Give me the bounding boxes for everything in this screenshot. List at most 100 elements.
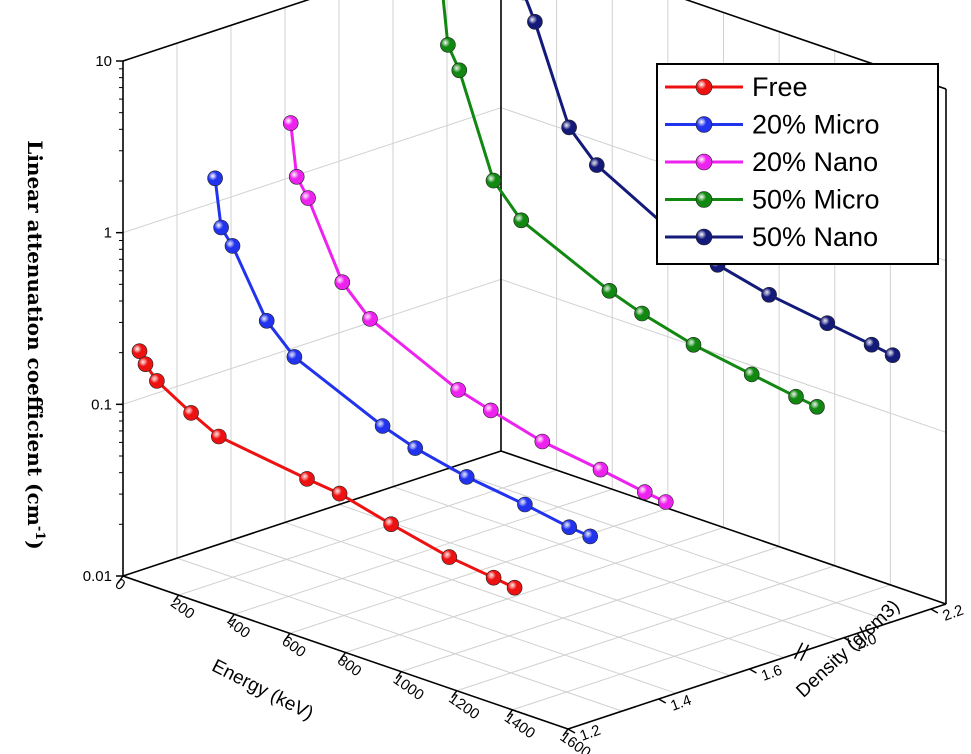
data-point bbox=[761, 286, 777, 303]
legend-label: 50% Nano bbox=[752, 222, 878, 252]
legend-label: Free bbox=[752, 72, 808, 102]
x-tick-mark bbox=[562, 728, 569, 737]
y-axis-title-sup: -1 bbox=[32, 526, 47, 540]
data-point bbox=[588, 157, 605, 173]
data-point bbox=[286, 349, 303, 365]
x-tick-label: 600 bbox=[279, 633, 309, 661]
data-point bbox=[513, 212, 530, 229]
legend-swatch-marker bbox=[695, 191, 713, 208]
data-point bbox=[300, 190, 316, 206]
data-point bbox=[282, 115, 299, 131]
y-axis-title-close: ) bbox=[23, 540, 47, 549]
data-point bbox=[601, 282, 618, 299]
data-point bbox=[634, 305, 650, 322]
data-point bbox=[362, 311, 378, 327]
legend-item: 50% Nano bbox=[665, 222, 878, 252]
data-point bbox=[213, 219, 229, 236]
floor-grid-line bbox=[338, 504, 785, 659]
series-layer bbox=[131, 0, 901, 596]
x-axis-title: Energy (keV) bbox=[208, 656, 316, 725]
density-axis-line bbox=[567, 603, 947, 730]
left-grid-line bbox=[122, 107, 502, 234]
data-point bbox=[482, 402, 499, 419]
floor-grid-line bbox=[234, 488, 613, 615]
back-bottom-edge-line bbox=[500, 450, 947, 605]
data-point bbox=[207, 170, 223, 187]
data-point bbox=[743, 366, 760, 383]
legend-swatch-marker bbox=[695, 228, 713, 246]
series-20-nano bbox=[282, 115, 674, 510]
data-point bbox=[334, 274, 351, 291]
x-tick-label: 800 bbox=[334, 652, 364, 680]
z-tick-mark bbox=[567, 728, 576, 734]
data-point bbox=[224, 238, 241, 254]
z-tick-label: 1.4 bbox=[668, 692, 693, 715]
x-tick-label: 0 bbox=[112, 575, 129, 594]
data-point bbox=[517, 496, 533, 513]
data-point bbox=[211, 428, 227, 445]
data-point bbox=[131, 343, 148, 360]
floor-grid-line bbox=[446, 468, 893, 623]
legend-label: 20% Micro bbox=[752, 110, 880, 140]
data-point bbox=[374, 418, 391, 434]
data-point bbox=[137, 356, 154, 373]
axis-frame bbox=[122, 0, 947, 730]
y-tick-label: 0.01 bbox=[83, 568, 112, 585]
x-tick-label: 1000 bbox=[390, 671, 427, 704]
legend-label: 50% Micro bbox=[752, 185, 880, 215]
data-point bbox=[288, 169, 305, 185]
series-line bbox=[289, 122, 667, 504]
x-tick-mark bbox=[117, 575, 124, 584]
data-point bbox=[788, 388, 804, 405]
z-tick-label: 1.6 bbox=[759, 662, 784, 685]
x-tick-mark bbox=[395, 671, 402, 680]
y-axis-ticks: 0.01 0.1 1 10 bbox=[83, 53, 123, 585]
x-tick-mark bbox=[173, 594, 180, 603]
z-tick-label: 1.2 bbox=[578, 722, 603, 745]
floor-grid-line bbox=[284, 521, 731, 676]
floor-grid-line bbox=[176, 557, 623, 712]
data-point bbox=[440, 37, 456, 53]
x-tick-label: 200 bbox=[167, 594, 197, 622]
z-tick-label: 2.2 bbox=[940, 602, 965, 625]
x-tick-mark bbox=[284, 632, 291, 641]
data-point bbox=[685, 336, 702, 353]
data-point bbox=[331, 485, 348, 502]
floor-grid-line bbox=[230, 539, 677, 694]
data-point bbox=[383, 516, 399, 533]
data-point bbox=[863, 336, 880, 353]
legend-item: 50% Micro bbox=[665, 185, 880, 215]
y-tick-label: 1 bbox=[104, 225, 112, 242]
z-tick-mark bbox=[658, 698, 667, 704]
data-point bbox=[561, 519, 578, 536]
floor-grid-line bbox=[400, 546, 780, 673]
left-grid-line bbox=[122, 278, 502, 405]
z-axis-ticks: 1.2 1.4 1.6 2.0 2.2 bbox=[567, 602, 966, 745]
z-tick-label: 2.0 bbox=[853, 630, 878, 653]
data-point bbox=[407, 440, 424, 456]
legend-swatch-marker bbox=[695, 153, 713, 171]
x-tick-label: 1200 bbox=[445, 690, 482, 723]
data-point bbox=[561, 119, 577, 136]
z-tick-mark bbox=[843, 637, 852, 643]
z-axis-break-mark bbox=[793, 642, 810, 662]
legend-swatch-marker bbox=[695, 116, 713, 133]
data-point bbox=[485, 569, 502, 586]
legend: Free 20% Micro 20% Nano 50% Micro 50% Nano bbox=[656, 63, 939, 265]
legend-label: 20% Nano bbox=[752, 147, 878, 177]
data-point bbox=[441, 549, 458, 565]
left-wall-grid bbox=[122, 0, 502, 577]
y-tick-label: 10 bbox=[95, 53, 112, 70]
data-point bbox=[819, 315, 836, 332]
y-tick-label: 0.1 bbox=[91, 396, 112, 413]
data-point bbox=[458, 469, 475, 485]
x-tick-label: 400 bbox=[223, 614, 253, 642]
floor-grid-line bbox=[345, 527, 724, 653]
data-point bbox=[592, 461, 609, 478]
legend-item: Free bbox=[665, 72, 808, 102]
x-tick-mark bbox=[451, 690, 458, 699]
data-point bbox=[450, 382, 467, 398]
data-point bbox=[183, 405, 199, 421]
x-tick-label: 1400 bbox=[501, 709, 538, 742]
